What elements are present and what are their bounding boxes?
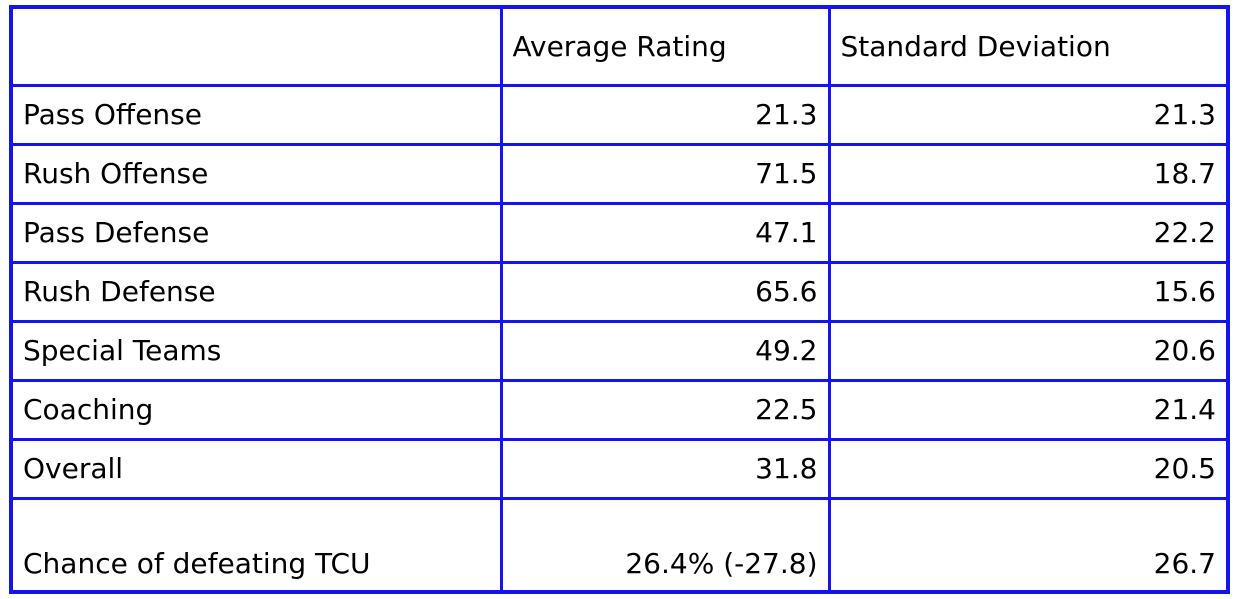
table-row-pass-defense: Pass Defense 47.1 22.2: [9, 201, 1230, 264]
ratings-table: Average Rating Standard Deviation Pass O…: [9, 5, 1230, 594]
table-row-special-teams: Special Teams 49.2 20.6: [9, 319, 1230, 382]
avg-value-cell: 49.2: [499, 319, 831, 382]
table-row-rush-offense: Rush Offense 71.5 18.7: [9, 142, 1230, 205]
row-label-cell: Pass Offense: [9, 83, 503, 146]
row-label-cell: Rush Defense: [9, 260, 503, 323]
avg-value-cell: 31.8: [499, 437, 831, 500]
table-header-row: Average Rating Standard Deviation: [9, 5, 1230, 87]
table-row-chance-of-defeating-tcu: Chance of defeating TCU 26.4% (-27.8) 26…: [9, 496, 1230, 594]
table-row-overall: Overall 31.8 20.5: [9, 437, 1230, 500]
header-empty-cell: [9, 5, 503, 87]
sd-value-cell: 15.6: [827, 260, 1230, 323]
sd-value-cell: 21.4: [827, 378, 1230, 441]
row-label-cell: Pass Defense: [9, 201, 503, 264]
table-row-rush-defense: Rush Defense 65.6 15.6: [9, 260, 1230, 323]
avg-value-cell: 21.3: [499, 83, 831, 146]
avg-value-cell: 65.6: [499, 260, 831, 323]
row-label-cell: Special Teams: [9, 319, 503, 382]
header-average-rating: Average Rating: [499, 5, 831, 87]
avg-value-cell: 71.5: [499, 142, 831, 205]
ratings-table-container: Average Rating Standard Deviation Pass O…: [9, 5, 1230, 594]
sd-value-cell: 20.6: [827, 319, 1230, 382]
sd-value-cell: 22.2: [827, 201, 1230, 264]
sd-value-cell: 26.7: [827, 496, 1230, 594]
avg-value-cell: 22.5: [499, 378, 831, 441]
sd-value-cell: 21.3: [827, 83, 1230, 146]
table-row-pass-offense: Pass Offense 21.3 21.3: [9, 83, 1230, 146]
row-label-cell: Overall: [9, 437, 503, 500]
avg-value-cell: 26.4% (-27.8): [499, 496, 831, 594]
table-row-coaching: Coaching 22.5 21.4: [9, 378, 1230, 441]
row-label-cell: Rush Offense: [9, 142, 503, 205]
sd-value-cell: 18.7: [827, 142, 1230, 205]
avg-value-cell: 47.1: [499, 201, 831, 264]
row-label-cell: Coaching: [9, 378, 503, 441]
row-label-cell: Chance of defeating TCU: [9, 496, 503, 594]
sd-value-cell: 20.5: [827, 437, 1230, 500]
header-standard-deviation: Standard Deviation: [827, 5, 1230, 87]
